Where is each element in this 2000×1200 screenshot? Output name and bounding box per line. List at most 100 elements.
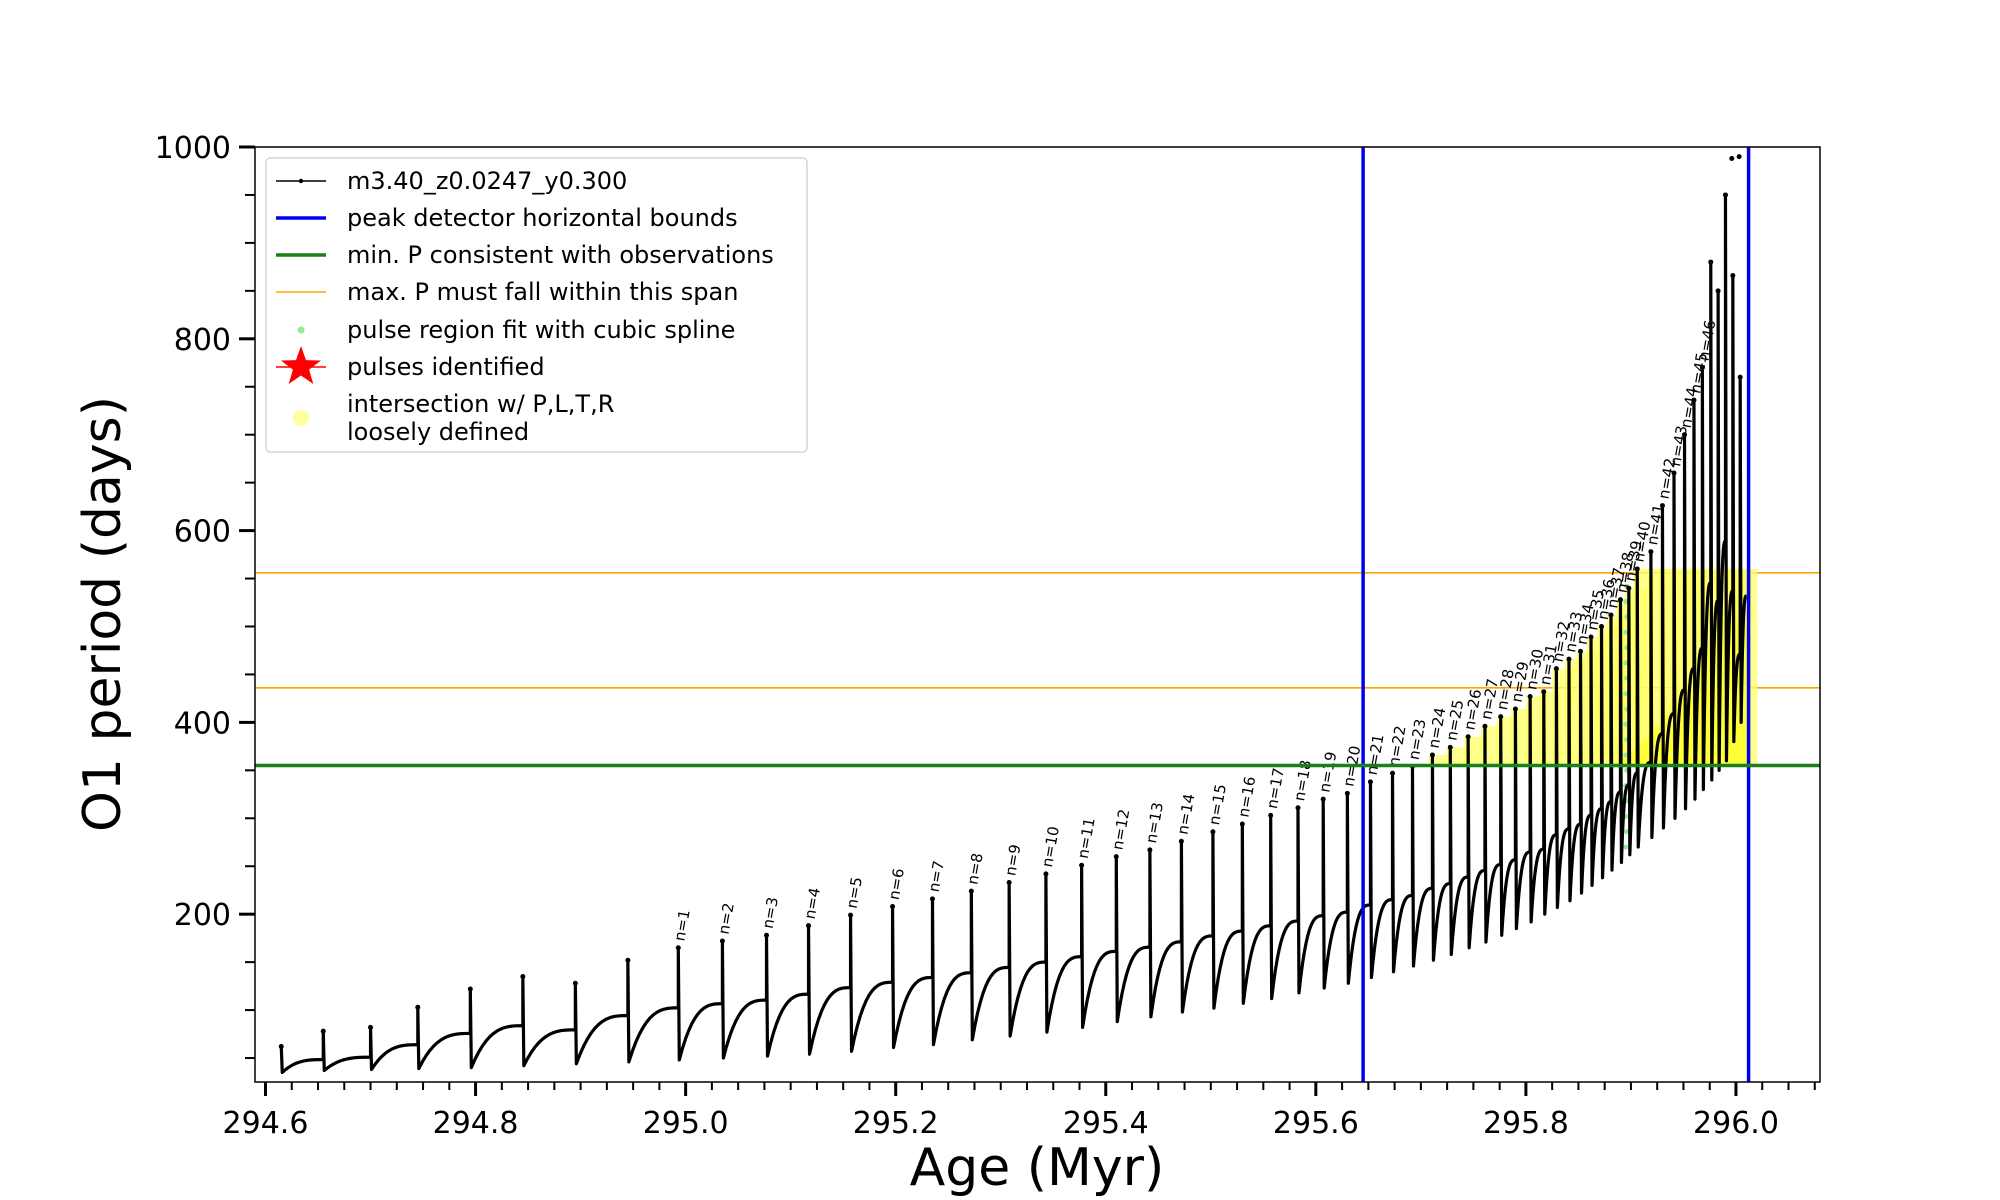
pulse-peak-8 <box>625 957 631 963</box>
legend-swatch-6 <box>281 346 321 384</box>
spline-point-9 <box>1623 721 1629 727</box>
pulse-peak-38 <box>1527 693 1533 699</box>
pulse-peak-1 <box>278 1044 284 1050</box>
pulse-peak-59 <box>1737 374 1743 380</box>
legend-swatch-dot-1 <box>298 178 304 184</box>
pulse-label-3: n=3 <box>759 896 782 930</box>
pulse-peak-50 <box>1659 503 1665 509</box>
pulse-peak-34 <box>1465 734 1471 740</box>
legend-label-7: intersection w/ P,L,T,R <box>347 390 614 418</box>
pulse-peak-19 <box>1079 862 1085 868</box>
pulse-peak-20 <box>1113 854 1119 860</box>
pulse-peak-46 <box>1617 597 1623 603</box>
spline-point-13 <box>1623 660 1629 666</box>
vertical-bounds <box>255 147 1820 1082</box>
legend-label-4: max. P must fall within this span <box>347 278 738 306</box>
period-curve <box>279 194 1748 1075</box>
pulse-peak-25 <box>1268 812 1274 818</box>
pulse-peak-6 <box>520 974 526 980</box>
pulse-peak-33 <box>1447 744 1453 750</box>
spline-point-17 <box>1623 599 1629 605</box>
pulse-peak-58 <box>1730 273 1736 279</box>
pulse-peak-21 <box>1147 847 1153 853</box>
pulse-peak-7 <box>572 980 578 986</box>
pulse-peak-39 <box>1541 689 1547 695</box>
legend-label-2: peak detector horizontal bounds <box>347 204 738 232</box>
pulse-peak-5 <box>467 986 473 992</box>
pulse-peak-41 <box>1566 656 1572 662</box>
legend-label-7-line2: loosely defined <box>347 418 529 446</box>
pulse-peak-12 <box>806 923 812 929</box>
x-tick-label-4: 295.2 <box>853 1106 939 1141</box>
pulse-peak-43 <box>1588 634 1594 640</box>
pulse-peak-14 <box>890 904 896 910</box>
pulse-label-1: n=1 <box>671 908 694 942</box>
pulse-peak-47 <box>1626 585 1632 591</box>
x-tick-label-7: 295.8 <box>1483 1106 1569 1141</box>
pulse-peak-48 <box>1634 566 1640 572</box>
spline-point-1 <box>1623 844 1629 850</box>
legend-box <box>265 157 808 453</box>
legend-label-6: pulses identified <box>347 353 545 381</box>
x-tick-label-5: 295.4 <box>1063 1106 1149 1141</box>
plot-frame <box>254 146 1821 1083</box>
pulse-peak-53 <box>1691 397 1697 403</box>
legend-label-5: pulse region fit with cubic spline <box>347 316 735 344</box>
pulse-peak-23 <box>1210 829 1216 835</box>
pulse-peak-30 <box>1390 770 1396 776</box>
pulse-peak-26 <box>1295 805 1301 811</box>
pulse-label-5: n=5 <box>843 876 866 910</box>
pulse-peak-51 <box>1671 470 1677 476</box>
pulse-peak-22 <box>1178 838 1184 844</box>
pulse-peak-32 <box>1429 752 1435 758</box>
pulse-label-4: n=4 <box>801 886 824 920</box>
pulse-peak-35 <box>1482 723 1488 729</box>
x-axis: 294.6 294.8 295.0 295.2 295.4 295.6 295.8 296.0 <box>223 1082 1816 1141</box>
y-tick-label-1: 200 <box>174 898 231 933</box>
pulse-peak-10 <box>719 938 725 944</box>
pulse-peak-2 <box>320 1028 326 1034</box>
y-axis: 200 400 600 800 1000 <box>155 131 255 1060</box>
x-tick-label-1: 294.6 <box>223 1106 309 1141</box>
pulse-peak-52 <box>1682 432 1688 438</box>
pulse-peak-17 <box>1006 880 1012 886</box>
x-tick-label-6: 295.6 <box>1273 1106 1359 1141</box>
pulse-label-7: n=7 <box>925 859 948 893</box>
y-tick-label-3: 600 <box>174 515 231 550</box>
pulse-peak-45 <box>1608 612 1614 618</box>
spline-point-7 <box>1623 752 1629 758</box>
period-series <box>278 154 1748 1075</box>
pulse-peak-9 <box>675 945 681 951</box>
y-tick-label-4: 800 <box>174 323 231 358</box>
legend-label-3: min. P consistent with observations <box>347 241 774 269</box>
pulse-label-6: n=6 <box>885 867 908 901</box>
legend-swatch-7 <box>293 410 309 426</box>
x-tick-label-8: 296.0 <box>1693 1106 1779 1141</box>
pulse-label-8: n=8 <box>964 852 987 886</box>
spline-point-11 <box>1623 691 1629 697</box>
pulse-label-9: n=9 <box>1001 843 1024 877</box>
legend-label-1: m3.40_z0.0247_y0.300 <box>347 167 627 195</box>
y-axis-title: O1 period (days) <box>73 396 133 832</box>
pulse-peak-57 <box>1722 192 1728 198</box>
spline-point-15 <box>1623 629 1629 635</box>
pulse-label-2: n=2 <box>715 901 738 935</box>
pulse-peak-49 <box>1648 549 1654 555</box>
pulse-peak-28 <box>1344 790 1350 796</box>
pulse-peak-55 <box>1708 259 1714 265</box>
pulse-peak-11 <box>764 932 770 938</box>
legend-swatch-5 <box>297 326 305 334</box>
pulse-peak-16 <box>968 888 974 894</box>
pulse-peak-37 <box>1512 706 1518 712</box>
spline-point-2 <box>1624 829 1630 835</box>
y-tick-label-5: 1000 <box>155 131 231 166</box>
pulse-peak-42 <box>1578 648 1584 654</box>
stray-point-2 <box>1736 154 1742 160</box>
y-tick-label-2: 400 <box>174 706 231 741</box>
pulse-peak-15 <box>929 896 935 902</box>
pulse-peak-36 <box>1498 714 1504 720</box>
pulse-peak-40 <box>1553 666 1559 672</box>
plot-area: n=1 n=2 n=3 n=4 n=5 n=6 n=7 n=8 n=9 n=10 n=11 n=12 n… <box>255 147 1820 1082</box>
